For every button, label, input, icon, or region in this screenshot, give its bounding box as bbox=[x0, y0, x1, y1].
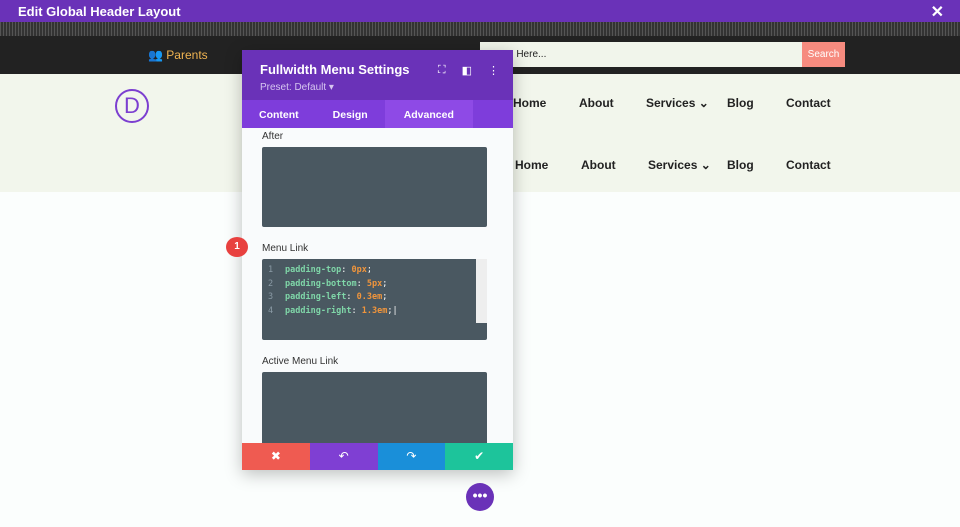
redo-icon: ↷ bbox=[406, 449, 417, 463]
panel-tabs: Content Design Advanced bbox=[242, 100, 513, 128]
nav-blog[interactable]: Blog bbox=[727, 158, 754, 172]
nav-contact[interactable]: Contact bbox=[786, 158, 831, 172]
after-label: After bbox=[262, 131, 284, 142]
nav-about[interactable]: About bbox=[579, 96, 614, 110]
redo-button[interactable]: ↷ bbox=[377, 443, 446, 470]
users-icon: 👥 bbox=[148, 48, 163, 62]
undo-icon: ↶ bbox=[338, 449, 349, 463]
fullscreen-icon[interactable]: ⛶ bbox=[437, 64, 446, 76]
nav-services[interactable]: Services ⌄ bbox=[648, 158, 711, 172]
ellipsis-icon: ••• bbox=[472, 487, 488, 503]
code-line: 3 padding-left: 0.3em; bbox=[268, 292, 388, 302]
nav-home[interactable]: Home bbox=[513, 96, 547, 110]
tab-advanced[interactable]: Advanced bbox=[384, 100, 473, 128]
tab-design[interactable]: Design bbox=[332, 109, 368, 121]
nav-services[interactable]: Services ⌄ bbox=[646, 96, 709, 110]
search-button[interactable]: Search bbox=[802, 42, 845, 67]
active-menu-link-css-editor[interactable] bbox=[262, 372, 487, 443]
nav-blog[interactable]: Blog bbox=[727, 96, 754, 110]
editor-scrollbar[interactable] bbox=[476, 259, 487, 323]
code-line: 1 padding-top: 0px; bbox=[268, 265, 373, 275]
parents-button[interactable]: 👥 Parents bbox=[148, 48, 208, 62]
nav-home[interactable]: Home bbox=[515, 158, 549, 172]
discard-button[interactable]: ✖ bbox=[242, 443, 310, 470]
close-icon[interactable]: ✕ bbox=[930, 4, 944, 21]
chevron-down-icon: ⌄ bbox=[698, 96, 709, 110]
save-button[interactable]: ✔ bbox=[445, 443, 513, 470]
window-title-bar: Edit Global Header Layout ✕ bbox=[0, 0, 960, 22]
nav-contact[interactable]: Contact bbox=[786, 96, 831, 110]
panel-body: After Menu Link 1 padding-top: 0px; 2 padd… bbox=[242, 128, 513, 443]
code-line: 4 padding-right: 1.3em;| bbox=[268, 305, 398, 316]
active-menu-link-label: Active Menu Link bbox=[262, 356, 339, 367]
nav-about[interactable]: About bbox=[581, 158, 616, 172]
more-options-button[interactable]: ••• bbox=[466, 483, 494, 511]
code-line: 2 padding-bottom: 5px; bbox=[268, 278, 388, 289]
menu-link-css-editor[interactable]: 1 padding-top: 0px; 2 padding-bottom: 5px;… bbox=[262, 259, 487, 340]
panel-footer: ✖ ↶ ↷ ✔ bbox=[242, 443, 513, 470]
step-badge: 1 bbox=[226, 237, 248, 257]
divider bbox=[0, 22, 960, 36]
undo-button[interactable]: ↶ bbox=[309, 443, 378, 470]
divi-logo: D bbox=[115, 89, 149, 123]
menu-link-label: Menu Link bbox=[262, 243, 309, 254]
chevron-down-icon: ⌄ bbox=[700, 158, 711, 172]
after-css-editor[interactable] bbox=[262, 147, 487, 227]
close-icon: ✖ bbox=[270, 449, 281, 463]
panel-title: Fullwidth Menu Settings bbox=[260, 62, 410, 77]
sidebar-layout-icon[interactable]: ◧ bbox=[461, 65, 472, 77]
check-icon: ✔ bbox=[474, 449, 485, 463]
tab-content[interactable]: Content bbox=[259, 109, 299, 121]
more-options-icon[interactable]: ⋮ bbox=[488, 65, 499, 77]
preset-dropdown[interactable]: Preset: Default ▾ bbox=[260, 82, 334, 93]
window-title: Edit Global Header Layout bbox=[18, 4, 181, 19]
settings-panel: Fullwidth Menu Settings Preset: Default … bbox=[242, 50, 513, 470]
search-input[interactable]: n Here... bbox=[480, 42, 802, 67]
panel-header: Fullwidth Menu Settings Preset: Default … bbox=[242, 50, 513, 100]
